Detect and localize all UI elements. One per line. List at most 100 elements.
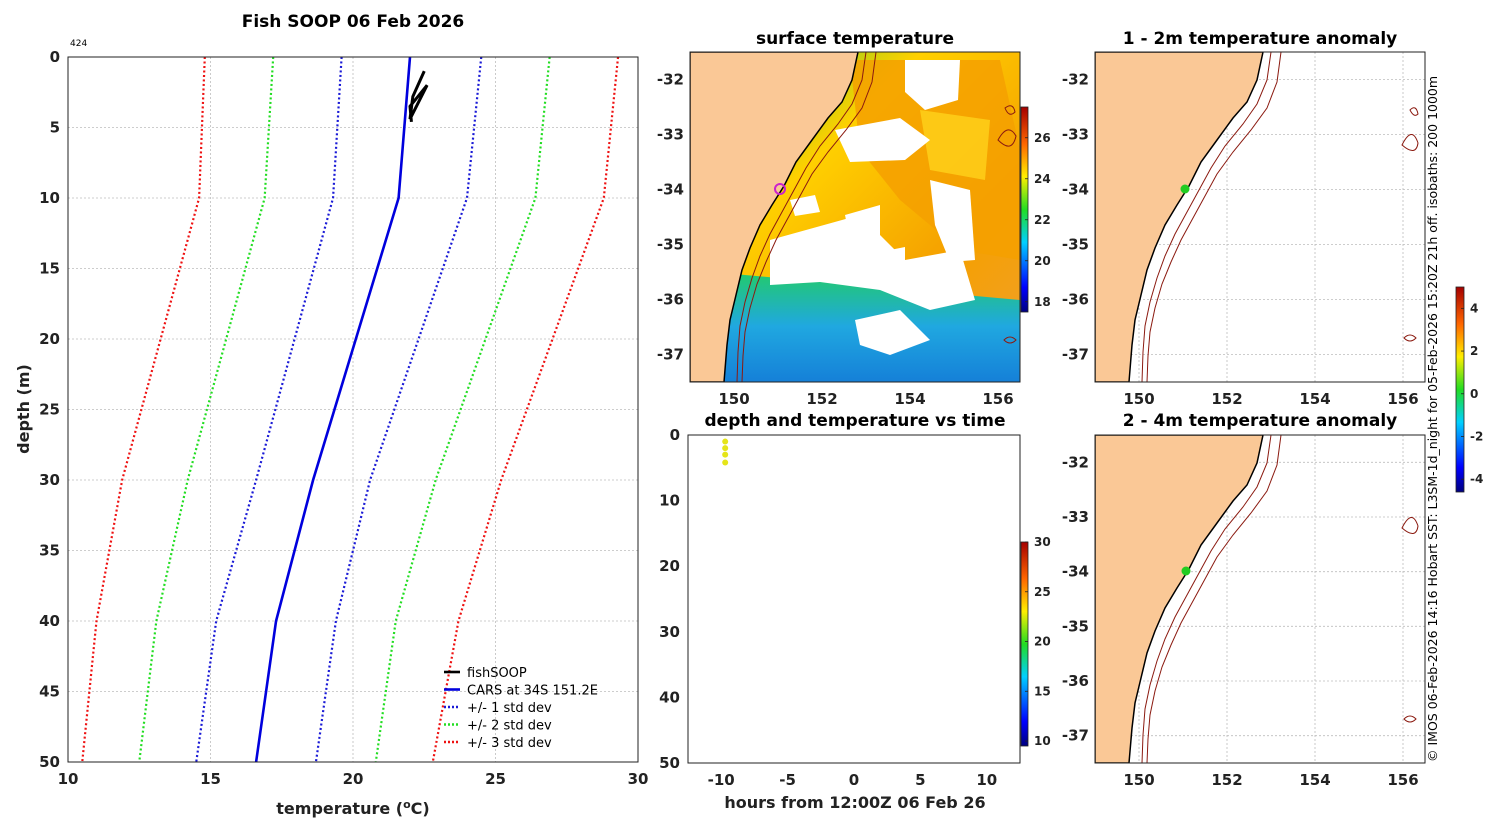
colorbar-tick-label: 0 <box>1470 387 1478 401</box>
profile-lines <box>81 56 620 763</box>
sst-colorbar <box>1020 106 1029 313</box>
time-ticks: -10 -5 0 5 10 0 10 20 30 40 50 <box>659 426 997 789</box>
side-note: © IMOS 06-Feb-2026 14:16 Hobart SST: L3S… <box>1425 76 1440 762</box>
sst-colorbar-ticks: 26 24 22 20 18 <box>1025 131 1051 309</box>
anomaly1-title: 1 - 2m temperature anomaly <box>1123 29 1398 49</box>
colorbar-tick-label: 20 <box>1034 635 1051 649</box>
profile-xtick-label: 25 <box>485 770 506 788</box>
profile-ytick-label: 40 <box>39 612 60 630</box>
map-xtick-label: 152 <box>806 390 837 408</box>
profile-series--3-std-dev <box>81 56 206 763</box>
profile-axes-box <box>67 56 639 763</box>
profile-ytick-label: 5 <box>50 119 60 137</box>
map-xtick-label: 152 <box>1211 390 1242 408</box>
map-xtick-label: 150 <box>718 390 749 408</box>
map-ytick-label: -34 <box>1062 181 1089 199</box>
time-ytick-label: 20 <box>659 557 680 575</box>
colorbar-tick-label: 26 <box>1034 131 1051 145</box>
time-ytick-label: 0 <box>670 426 680 444</box>
profile-ytick-label: 30 <box>39 471 60 489</box>
anomaly-colorbar-ticks: 4 2 0 -2 -4 <box>1461 301 1483 486</box>
map-xtick-label: 156 <box>1387 771 1418 789</box>
profile-xlabel: temperature (oC) <box>276 798 429 818</box>
map-ytick-label: -34 <box>1062 563 1089 581</box>
colorbar-tick-label: 22 <box>1034 213 1051 227</box>
anomaly1-vessel-marker <box>1180 184 1190 194</box>
map-xtick-label: 154 <box>1299 390 1330 408</box>
map-ytick-label: -36 <box>1062 291 1089 309</box>
profile-ytick-label: 0 <box>50 48 60 66</box>
colorbar-tick-label: 4 <box>1470 301 1478 315</box>
time-ytick-label: 50 <box>659 754 680 772</box>
legend-label: +/- 1 std dev <box>467 701 552 716</box>
profile-ytick-label: 45 <box>39 683 60 701</box>
anomaly2-title: 2 - 4m temperature anomaly <box>1123 411 1398 431</box>
time-xtick-label: 5 <box>915 771 925 789</box>
colorbar-tick-label: 2 <box>1470 344 1478 358</box>
profile-title: Fish SOOP 06 Feb 2026 <box>242 12 465 32</box>
time-title: depth and temperature vs time <box>705 411 1006 431</box>
profile-xtick-label: 30 <box>628 770 649 788</box>
time-xtick-label: 10 <box>976 771 997 789</box>
time-ytick-label: 40 <box>659 688 680 706</box>
anomaly1-panel: 1 - 2m temperature anomaly 150 152 154 156 -… <box>1062 29 1426 409</box>
time-ytick-label: 10 <box>659 492 680 510</box>
map-ytick-label: -36 <box>657 291 684 309</box>
time-colorbar <box>1020 541 1029 747</box>
anomaly2-vessel-marker <box>1181 566 1191 576</box>
profile-legend: fishSOOP CARS at 34S 151.2E +/- 1 std dev +… <box>444 666 598 751</box>
map-ytick-label: -37 <box>1062 346 1089 364</box>
time-points <box>722 438 729 466</box>
map-xtick-label: 150 <box>1123 390 1154 408</box>
profile-ytick-label: 35 <box>39 542 60 560</box>
map-xtick-label: 154 <box>1299 771 1330 789</box>
anomaly2-panel: 2 - 4m temperature anomaly 150 152 154 156 -… <box>1062 286 1483 789</box>
map-ytick-label: -33 <box>657 126 684 144</box>
profile-ytick-label: 20 <box>39 330 60 348</box>
time-data-point <box>722 445 729 452</box>
legend-label: +/- 2 std dev <box>467 719 552 734</box>
profile-xtick-label: 20 <box>343 770 364 788</box>
time-data-point <box>722 459 729 466</box>
sst-ticks: 150 152 154 156 -32 -33 -34 -35 -36 -37 <box>657 71 1014 409</box>
anomaly1-ticks: 150 152 154 156 -32 -33 -34 -35 -36 -37 <box>1062 71 1419 409</box>
time-xtick-label: 0 <box>849 771 859 789</box>
time-xtick-label: -10 <box>708 771 735 789</box>
profile-series-cars-at-34s-151-2e <box>254 56 412 763</box>
profile-ytick-label: 25 <box>39 401 60 419</box>
anomaly2-ticks: 150 152 154 156 -32 -33 -34 -35 -36 -37 <box>1062 453 1419 789</box>
anomaly-colorbar <box>1455 286 1465 493</box>
map-ytick-label: -32 <box>1062 71 1089 89</box>
legend-label: CARS at 34S 151.2E <box>467 684 598 699</box>
map-ytick-label: -37 <box>1062 727 1089 745</box>
map-ytick-label: -35 <box>1062 236 1089 254</box>
colorbar-tick-label: 18 <box>1034 295 1051 309</box>
map-ytick-label: -34 <box>657 181 684 199</box>
map-ytick-label: -32 <box>657 71 684 89</box>
map-ytick-label: -35 <box>657 236 684 254</box>
anomaly2-map <box>1095 435 1425 763</box>
colorbar-tick-label: 24 <box>1034 172 1051 186</box>
profile-series--2-std-dev-upper <box>374 56 551 763</box>
colorbar-tick-label: -2 <box>1470 429 1483 443</box>
sst-title: surface temperature <box>756 29 954 49</box>
sst-panel: surface temperature 150 152 1 <box>657 29 1051 408</box>
profile-panel: Fish SOOP 06 Feb 2026 424 10 15 20 25 300510… <box>14 12 648 818</box>
map-ytick-label: -33 <box>1062 126 1089 144</box>
profile-id-label: 424 <box>70 39 87 49</box>
map-xtick-label: 156 <box>1387 390 1418 408</box>
colorbar-tick-label: 20 <box>1034 254 1051 268</box>
profile-series-fishsoop <box>408 70 429 122</box>
profile-grid <box>67 56 639 763</box>
profile-ytick-label: 15 <box>39 260 60 278</box>
sst-map <box>690 52 1020 382</box>
profile-series--2-std-dev <box>138 56 275 763</box>
profile-ylabel: depth (m) <box>14 364 33 454</box>
colorbar-tick-label: 25 <box>1034 585 1051 599</box>
colorbar-tick-label: -4 <box>1470 472 1483 486</box>
profile-series--1-std-dev <box>195 56 343 763</box>
map-ytick-label: -35 <box>1062 617 1089 635</box>
time-data-point <box>722 438 729 445</box>
time-ytick-label: 30 <box>659 623 680 641</box>
